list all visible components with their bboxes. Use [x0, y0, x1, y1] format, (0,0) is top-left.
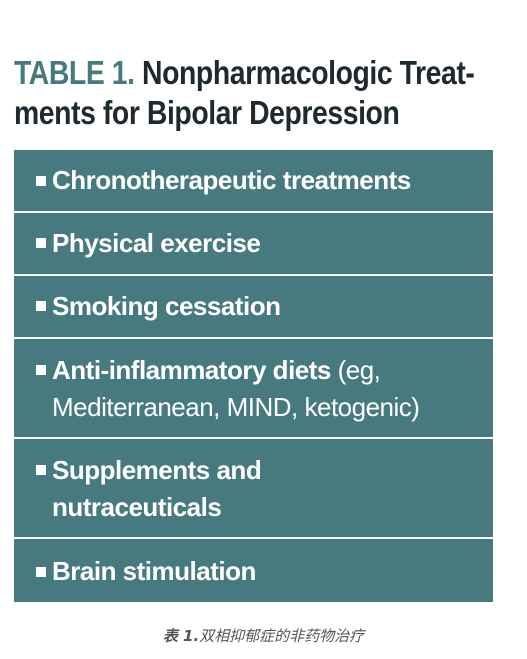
square-bullet-icon: [36, 301, 46, 311]
table-row: Anti-inflammatory diets (eg, Mediterrane…: [14, 337, 493, 437]
row-label: Anti-inflammatory diets: [52, 355, 331, 385]
row-text: Anti-inflammatory diets (eg, Mediterrane…: [52, 352, 488, 426]
table-title-line1: Nonpharmacologic Treat-: [142, 54, 475, 91]
row-label: Supplements and: [52, 455, 262, 485]
table-row: Supplements and nutraceuticals: [14, 437, 493, 537]
table-row: Physical exercise: [14, 211, 493, 274]
table-row: Brain stimulation: [14, 537, 493, 602]
row-text: Physical exercise: [52, 225, 488, 262]
square-bullet-icon: [36, 365, 46, 375]
row-label: Brain stimulation: [52, 556, 256, 586]
row-label: nutraceuticals: [52, 492, 222, 522]
table-number: TABLE 1.: [14, 54, 135, 91]
row-detail: Mediterranean, MIND, ketogenic): [52, 392, 420, 422]
row-text: Supplements and nutraceuticals: [52, 452, 488, 526]
square-bullet-icon: [36, 238, 46, 248]
row-text: Smoking cessation: [52, 288, 488, 325]
row-text: Chronotherapeutic treatments: [52, 162, 488, 199]
table-row: Chronotherapeutic treatments: [14, 150, 493, 211]
square-bullet-icon: [36, 567, 46, 577]
treatments-table: Chronotherapeutic treatments Physical ex…: [14, 150, 493, 602]
caption-text: 双相抑郁症的非药物治疗: [199, 627, 365, 645]
caption-label: 表 1.: [162, 627, 200, 645]
square-bullet-icon: [36, 176, 46, 186]
table-caption: 表 1.双相抑郁症的非药物治疗: [0, 626, 527, 646]
row-label: Chronotherapeutic treatments: [52, 165, 411, 195]
row-detail: (eg,: [330, 355, 381, 385]
table-row: Smoking cessation: [14, 274, 493, 337]
row-label: Physical exercise: [52, 228, 261, 258]
row-text: Brain stimulation: [52, 553, 488, 590]
table-title: TABLE 1. Nonpharmacologic Treat- ments f…: [14, 53, 475, 133]
table-title-line2: ments for Bipolar Depression: [14, 94, 400, 131]
row-label: Smoking cessation: [52, 291, 281, 321]
square-bullet-icon: [36, 465, 46, 475]
